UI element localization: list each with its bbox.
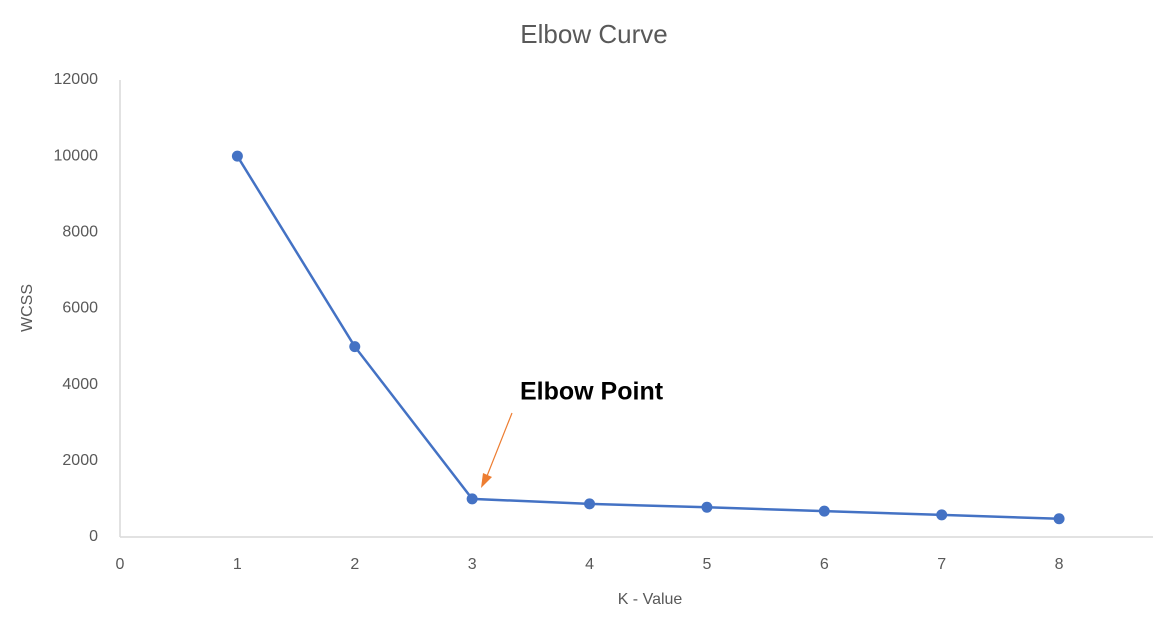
data-point: [466, 493, 478, 505]
x-axis-label: K - Value: [618, 591, 683, 608]
x-tick-label: 6: [820, 556, 829, 573]
y-tick-label: 12000: [54, 71, 99, 88]
data-point: [701, 501, 713, 513]
series-line: [236, 155, 1060, 520]
y-tick-label: 6000: [62, 300, 98, 317]
x-tick-label: 7: [937, 556, 946, 573]
annotation-arrowhead: [481, 473, 492, 488]
annotation: Elbow Point: [520, 378, 664, 406]
x-tick-label: 2: [350, 556, 359, 573]
data-point: [818, 505, 830, 517]
y-tick-label: 2000: [62, 452, 98, 469]
chart-title: Elbow Curve: [520, 19, 667, 49]
x-tick-label: 3: [468, 556, 477, 573]
data-point: [349, 341, 361, 353]
x-tick-label: 1: [233, 556, 242, 573]
y-tick-label: 10000: [54, 147, 99, 164]
annotation-arrow: [486, 412, 513, 477]
data-point: [936, 509, 948, 521]
x-tick-label: 5: [702, 556, 711, 573]
y-tick-label: 8000: [62, 224, 98, 241]
x-tick-label: 8: [1055, 556, 1064, 573]
x-tick-label: 0: [116, 556, 125, 573]
data-point: [1053, 513, 1065, 525]
y-axis-label: WCSS: [19, 284, 36, 332]
data-point: [231, 150, 243, 162]
y-tick-label: 0: [89, 528, 98, 545]
data-point: [584, 498, 596, 510]
y-tick-label: 4000: [62, 376, 98, 393]
x-tick-label: 4: [585, 556, 594, 573]
